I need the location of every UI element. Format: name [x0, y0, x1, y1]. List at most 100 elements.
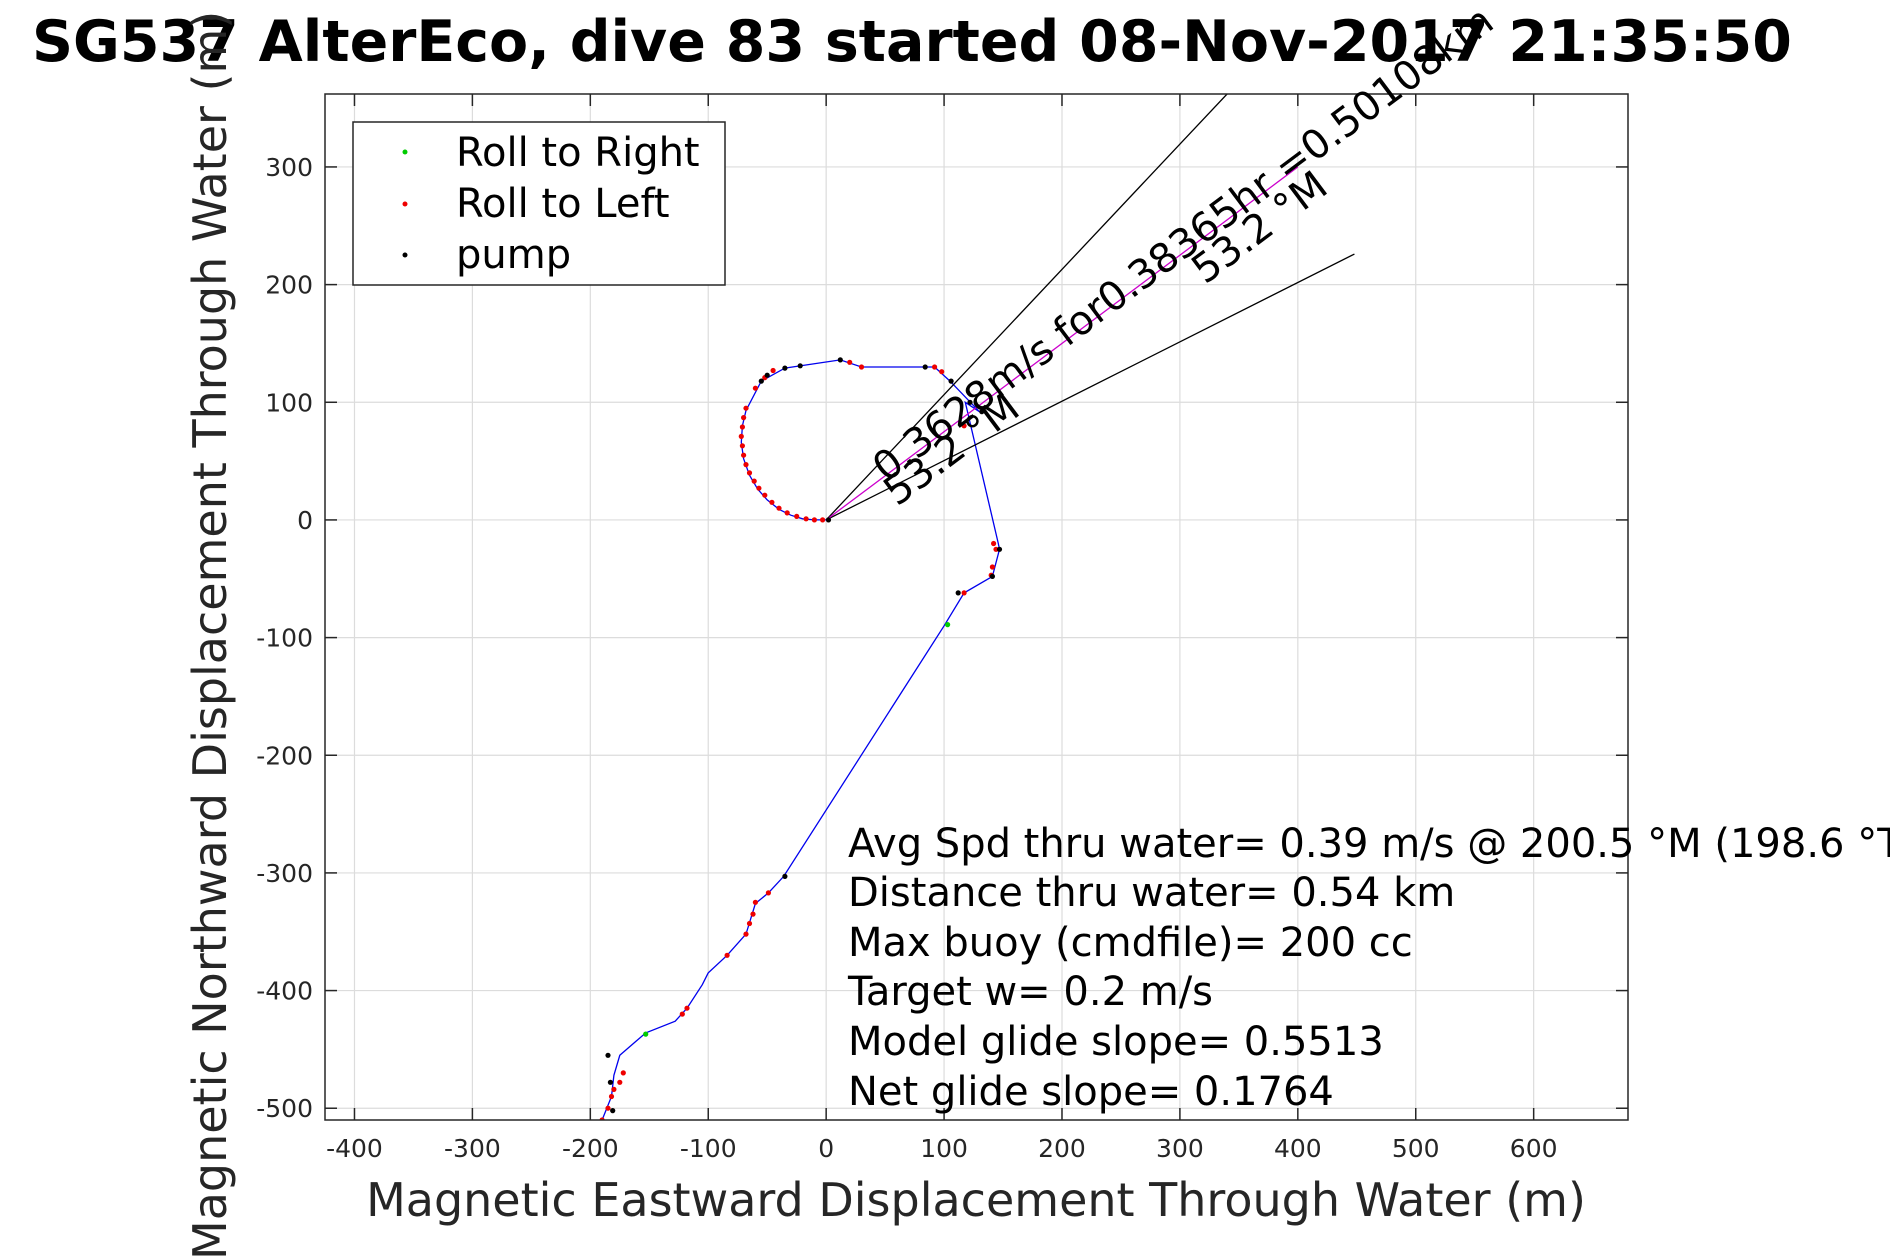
stats-block: Avg Spd thru water= 0.39 m/s @ 200.5 °M …: [847, 821, 1890, 1115]
roll-left-point: [679, 1011, 685, 1017]
heading-cone-line: [825, 94, 1228, 521]
roll-left-point: [811, 517, 818, 523]
roll-left-point: [724, 952, 730, 958]
roll-left-point: [803, 516, 809, 522]
x-tick-label: 300: [1156, 1134, 1204, 1163]
x-tick-label: 200: [1038, 1134, 1086, 1163]
x-tick-label: 500: [1392, 1134, 1440, 1163]
roll-left-point: [989, 564, 996, 570]
pump-point: [797, 363, 803, 369]
pump-point: [837, 357, 843, 363]
pump-point: [610, 1108, 616, 1114]
legend-label-pump: pump: [456, 232, 571, 278]
pump-point: [764, 372, 770, 378]
stat-target-w: Target w= 0.2 m/s: [847, 969, 1213, 1015]
roll-left-point: [762, 492, 768, 498]
pump-point: [989, 573, 996, 580]
y-tick-label: -200: [256, 741, 313, 770]
legend-marker-roll-right: [402, 149, 408, 155]
roll-left-point: [738, 433, 744, 439]
x-tick-label: -400: [326, 1134, 383, 1163]
roll-left-point: [776, 505, 782, 511]
roll-left-point: [746, 470, 753, 476]
axis-ticks: -400 -300 -200 -100 0 100 200 300 400 500 600-500-…: [256, 94, 1628, 1163]
roll-left-point: [746, 920, 753, 927]
x-tick-label: -100: [680, 1134, 737, 1163]
roll-left-point: [611, 1086, 617, 1092]
roll-left-point: [756, 485, 762, 491]
roll-left-point: [752, 899, 759, 905]
plot-frame: [324, 93, 1629, 1121]
stat-max-buoy: Max buoy (cmdfile)= 200 cc: [848, 920, 1413, 966]
roll-left-point: [784, 510, 790, 516]
pump-point: [996, 546, 1003, 552]
roll-left-point: [932, 364, 938, 370]
pump-point: [605, 1052, 611, 1058]
stat-model-glide: Model glide slope= 0.5513: [848, 1019, 1384, 1065]
roll-left-point: [961, 590, 967, 596]
x-tick-label: -300: [444, 1134, 501, 1163]
roll-left-point: [858, 364, 865, 370]
roll-left-point: [750, 911, 756, 917]
legend-label-roll-right: Roll to Right: [456, 130, 700, 176]
pump-point: [948, 378, 954, 384]
pump-point: [825, 517, 832, 523]
y-tick-label: 200: [265, 271, 313, 300]
legend-marker-pump: [402, 252, 408, 258]
roll-left-point: [605, 1105, 611, 1111]
legend-marker-roll-left: [402, 201, 408, 207]
roll-left-point: [739, 424, 746, 430]
stat-avg-speed: Avg Spd thru water= 0.39 m/s @ 200.5 °M …: [848, 821, 1890, 867]
roll-left-point: [620, 1070, 626, 1076]
heading-cone-line: [825, 253, 1355, 521]
roll-left-point: [617, 1079, 623, 1085]
roll-left-point: [608, 1093, 615, 1100]
roll-right-point: [945, 622, 951, 628]
roll-left-point: [741, 452, 747, 458]
roll-left-point: [769, 499, 775, 505]
roll-left-point: [820, 517, 826, 523]
roll-left-point: [794, 513, 800, 520]
roll-left-point: [743, 462, 749, 468]
pump-point: [979, 409, 985, 415]
glider-track: [601, 359, 1001, 1120]
legend-box: [352, 121, 726, 286]
y-tick-label: 300: [265, 153, 313, 182]
roll-left-point: [739, 443, 746, 449]
pump-point: [607, 1079, 614, 1085]
pump-point: [922, 364, 928, 370]
roll-left-point: [991, 540, 997, 547]
chart-title: SG537 AlterEco, dive 83 started 08-Nov-2…: [32, 9, 1792, 75]
y-tick-label: 0: [297, 506, 313, 535]
x-tick-label: -200: [562, 1134, 619, 1163]
track-line: [601, 359, 1001, 1120]
legend-label-roll-left: Roll to Left: [456, 181, 670, 227]
roll-left-point: [751, 478, 757, 484]
heading-line: [825, 166, 1299, 521]
roll-left-point: [752, 385, 759, 391]
pump-point: [782, 365, 788, 371]
pump-point: [967, 399, 973, 405]
pump-point: [758, 378, 764, 384]
x-tick-label: 100: [920, 1134, 968, 1163]
x-axis-label: Magnetic Eastward Displacement Through W…: [366, 1173, 1586, 1227]
x-tick-label: 400: [1274, 1134, 1322, 1163]
pump-point: [955, 590, 961, 596]
roll-left-point: [961, 423, 967, 429]
roll-left-point: [939, 369, 945, 375]
roll-left-point: [743, 405, 749, 411]
roll-right-point: [643, 1031, 649, 1037]
roll-left-point: [770, 367, 776, 374]
x-tick-label: 0: [818, 1134, 834, 1163]
y-tick-label: -100: [256, 624, 313, 653]
roll-left-point: [741, 415, 747, 421]
data-points: [599, 357, 1003, 1120]
roll-left-point: [684, 1005, 690, 1011]
heading-lines: [825, 94, 1355, 521]
stat-net-glide: Net glide slope= 0.1764: [848, 1069, 1334, 1115]
stat-distance: Distance thru water= 0.54 km: [848, 870, 1455, 916]
y-tick-label: -300: [256, 859, 313, 888]
legend: Roll to Right Roll to Left pump: [352, 121, 726, 286]
